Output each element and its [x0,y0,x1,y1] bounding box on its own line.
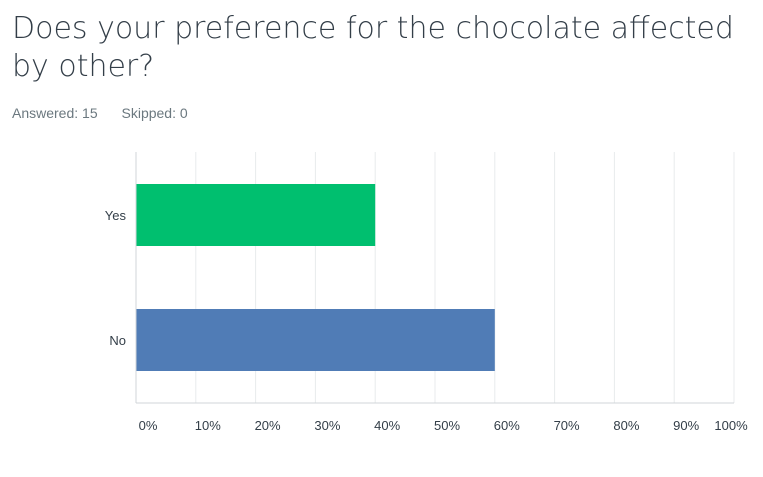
x-tick-label: 90% [673,418,699,433]
bar-yes [136,184,376,246]
x-tick-label: 40% [374,418,400,433]
x-tick-label: 20% [255,418,281,433]
bars [136,184,495,371]
x-tick-label: 50% [434,418,460,433]
answered-count: Answered: 15 [12,105,98,121]
response-stats: Answered: 15 Skipped: 0 [12,105,208,121]
axes [135,152,734,404]
x-tick-label: 100% [714,418,748,433]
x-tick-label: 0% [139,418,158,433]
x-tick-label: 60% [494,418,520,433]
question-title: Does your preference for the chocolate a… [12,11,734,84]
category-label: No [109,333,126,348]
labels: 0% 10% 20% 30% 40% 50% 60% 70% 80% 90% 100% Yes No [105,208,748,433]
bar-no [136,309,495,371]
x-tick-label: 10% [195,418,221,433]
x-tick-label: 70% [554,418,580,433]
category-label: Yes [105,208,127,223]
x-tick-label: 80% [613,418,639,433]
skipped-count: Skipped: 0 [121,105,188,121]
x-tick-label: 30% [314,418,340,433]
